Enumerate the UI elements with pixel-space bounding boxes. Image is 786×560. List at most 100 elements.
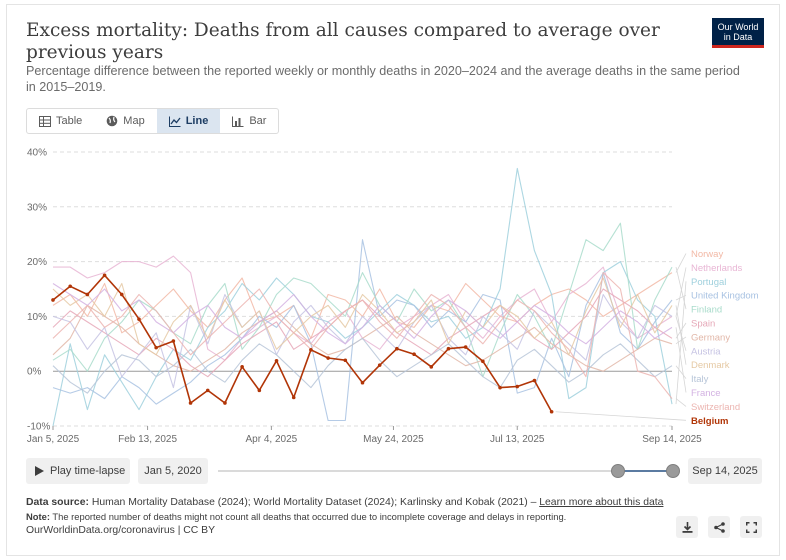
y-tick-label: 10%	[27, 312, 47, 323]
x-tick-label: Jul 13, 2025	[490, 434, 545, 445]
fullscreen-button[interactable]	[740, 516, 762, 538]
note-prefix: Note:	[26, 511, 50, 522]
belgium-data-point	[102, 273, 107, 278]
belgium-data-point	[291, 395, 296, 400]
legend-connector	[675, 327, 687, 393]
legend-label-denmark: Denmark	[691, 360, 730, 371]
belgium-data-point	[463, 345, 468, 349]
download-icon	[682, 521, 692, 533]
legend-connector	[555, 411, 687, 421]
chart-title: Excess mortality: Deaths from all causes…	[26, 20, 660, 63]
series-line-denmark	[52, 277, 673, 356]
legend-label-norway: Norway	[691, 249, 723, 260]
series-line-united-kingdom	[52, 239, 673, 422]
belgium-data-point	[446, 346, 451, 351]
belgium-data-point	[429, 365, 434, 369]
learn-more-link[interactable]: Learn more about this data	[539, 497, 664, 508]
legend-label-finland: Finland	[691, 305, 722, 316]
x-tick-label: Jan 5, 2025	[27, 434, 80, 445]
owid-logo[interactable]: Our World in Data	[712, 18, 764, 48]
chart-footer: Data source: Human Mortality Database (2…	[26, 496, 686, 538]
x-tick-label: May 24, 2025	[363, 434, 424, 445]
legend-connector	[675, 267, 687, 317]
data-source: Data source: Human Mortality Database (2…	[26, 496, 686, 510]
legend-connector	[675, 305, 687, 365]
timeline-end-handle[interactable]	[666, 464, 680, 478]
attribution: OurWorldinData.org/coronavirus | CC BY	[26, 525, 216, 536]
bar-chart-icon	[232, 116, 244, 127]
belgium-data-point	[309, 348, 313, 352]
legend-connector	[675, 266, 687, 310]
belgium-data-point	[549, 409, 554, 414]
belgium-data-point	[412, 352, 416, 357]
timeline-start-handle[interactable]	[611, 464, 625, 478]
x-tick-label: Apr 4, 2025	[246, 434, 298, 445]
legend-label-germany: Germany	[691, 332, 730, 343]
line-chart: -10% 0% 10% 20% 30% 40% Jan 5, 2025 Feb 13, 202…	[27, 148, 759, 446]
y-tick-label: 30%	[27, 202, 47, 213]
series-line-italy	[52, 337, 673, 394]
play-timelapse-label: Play time-lapse	[50, 465, 126, 477]
legend-label-united-kingdom: United Kingdom	[691, 291, 759, 302]
tab-table[interactable]: Table	[27, 109, 94, 133]
end-date-button[interactable]: Sep 14, 2025	[688, 458, 762, 484]
download-button[interactable]	[676, 516, 698, 538]
logo-line2: in Data	[723, 32, 753, 42]
y-tick-label: -10%	[27, 422, 50, 433]
legend-label-belgium: Belgium	[691, 416, 728, 427]
line-chart-icon	[168, 116, 181, 127]
share-icon	[713, 521, 725, 533]
tab-line[interactable]: Line	[156, 109, 221, 133]
tab-bar-label: Bar	[249, 115, 267, 127]
tab-bar[interactable]: Bar	[220, 109, 278, 133]
view-tabs: Table Map Line Bar	[26, 108, 280, 134]
legend-connector	[675, 253, 687, 273]
belgium-data-point	[343, 358, 348, 363]
belgium-data-point	[377, 363, 382, 367]
y-tick-label: 20%	[27, 257, 47, 268]
share-button[interactable]	[708, 516, 730, 538]
belgium-data-point	[205, 388, 210, 393]
timeline-controls: Play time-lapse Jan 5, 2020 Sep 14, 2025	[26, 458, 766, 484]
legend-label-switzerland: Switzerland	[691, 402, 740, 413]
tab-map[interactable]: Map	[94, 109, 156, 133]
data-source-text: Human Mortality Database (2024); World M…	[91, 497, 537, 508]
belgium-data-point	[137, 317, 141, 321]
note-text: The reported number of deaths might not …	[52, 511, 567, 522]
legend-connector	[675, 336, 687, 345]
logo-line1: Our World	[717, 22, 759, 32]
play-timelapse-button[interactable]: Play time-lapse	[26, 458, 130, 484]
legend-label-france: France	[691, 388, 721, 399]
belgium-data-point	[240, 365, 244, 369]
globe-icon	[106, 115, 118, 127]
belgium-data-point	[51, 298, 55, 302]
belgium-data-point	[68, 284, 72, 289]
belgium-data-point	[171, 339, 176, 343]
chart-subtitle: Percentage difference between the report…	[26, 64, 740, 94]
series-line-switzerland	[52, 272, 673, 399]
series-line-france	[52, 283, 673, 345]
belgium-data-point	[188, 401, 193, 405]
note: Note: The reported number of deaths migh…	[26, 510, 686, 524]
legend-connector	[675, 365, 687, 379]
legend-label-spain: Spain	[691, 319, 715, 330]
belgium-data-point	[498, 385, 502, 390]
y-tick-label: 0%	[27, 367, 42, 378]
table-icon	[39, 115, 51, 127]
belgium-data-point	[223, 401, 227, 405]
start-date-button[interactable]: Jan 5, 2020	[138, 458, 208, 484]
legend-label-italy: Italy	[691, 374, 709, 385]
belgium-data-point	[395, 346, 399, 351]
belgium-data-point	[532, 378, 537, 383]
legend-label-netherlands: Netherlands	[691, 263, 742, 274]
tab-table-label: Table	[56, 115, 83, 127]
legend-connector	[675, 294, 687, 301]
timeline-selected-range	[618, 470, 673, 472]
play-icon	[35, 466, 44, 476]
belgium-data-point	[119, 292, 124, 297]
timeline-track[interactable]	[218, 470, 618, 472]
belgium-data-point	[326, 356, 330, 360]
belgium-data-point	[515, 384, 520, 389]
fullscreen-icon	[745, 521, 757, 533]
legend-label-portugal: Portugal	[691, 277, 726, 288]
